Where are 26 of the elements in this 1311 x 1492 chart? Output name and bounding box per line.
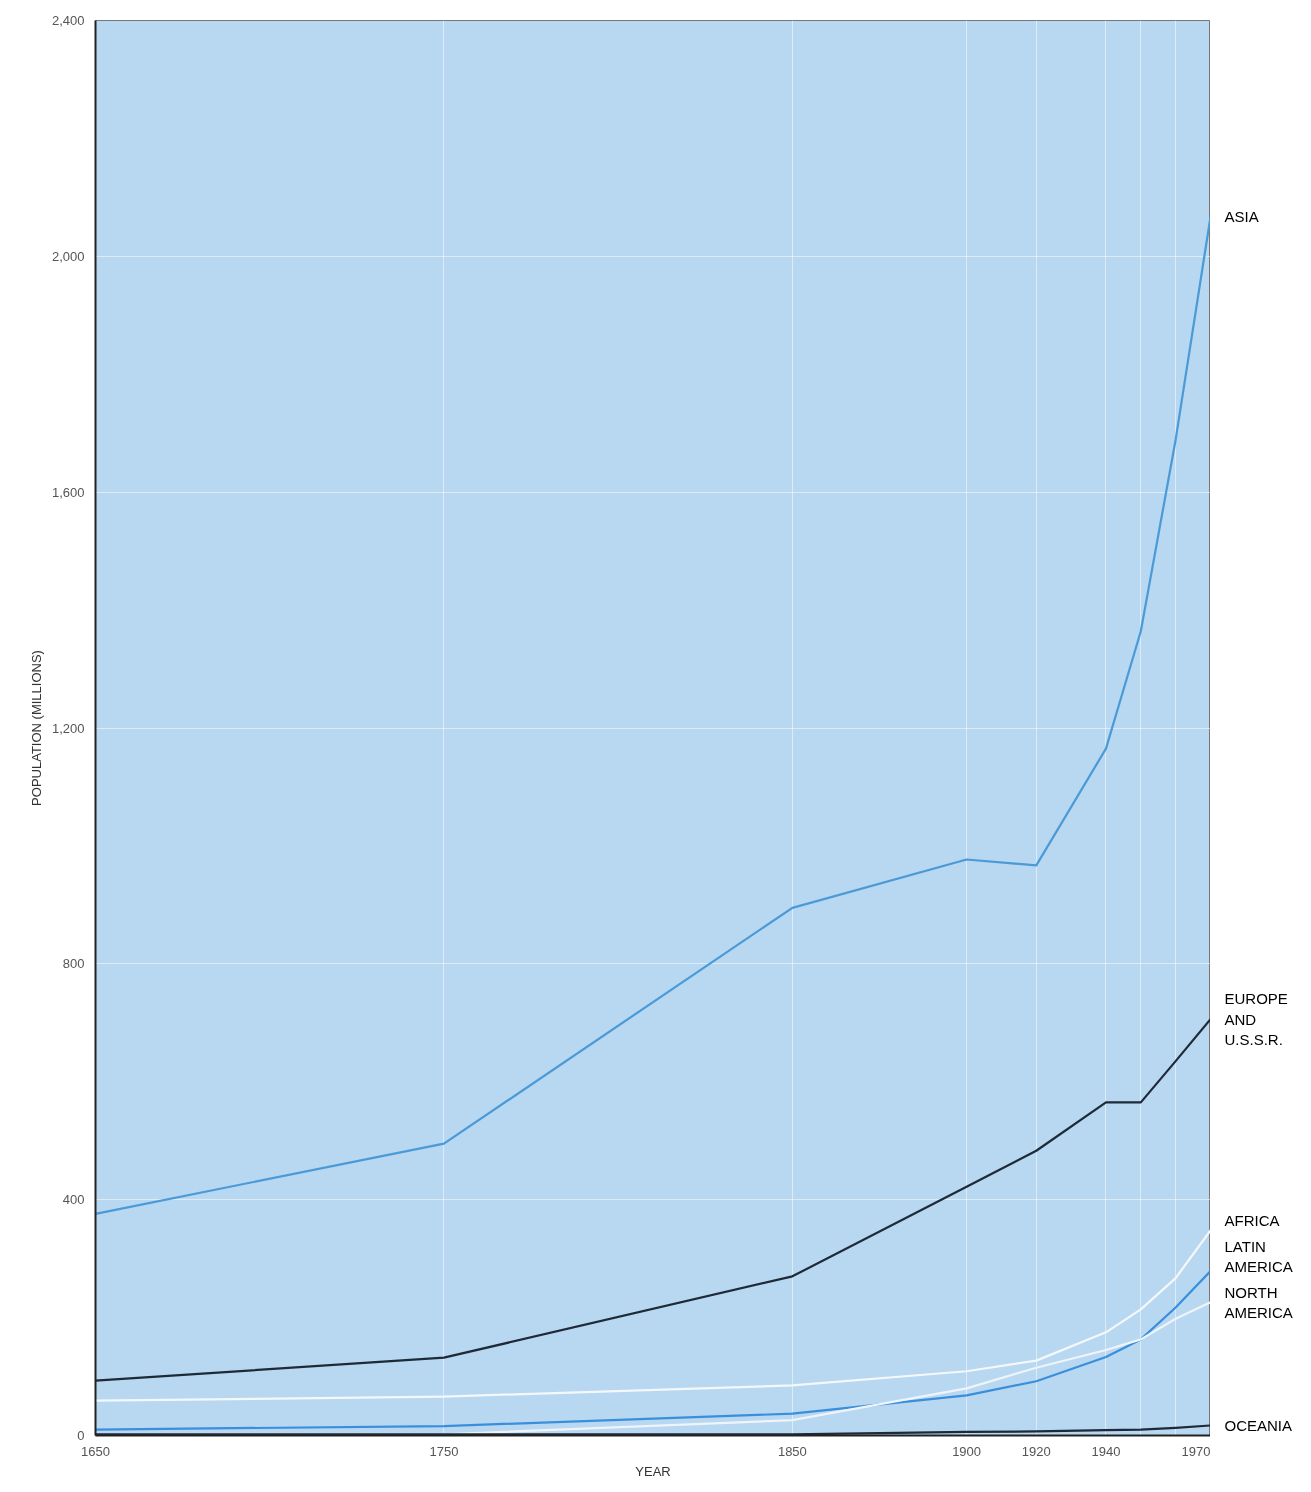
x-tick-label: 1940 — [1091, 1443, 1121, 1459]
series-label: OCEANIA — [1224, 1416, 1293, 1434]
line-series — [95, 1018, 1210, 1382]
y-tick-label: 2,000 — [51, 248, 85, 264]
x-axis-title: YEAR — [635, 1463, 671, 1479]
x-tick-label: 1750 — [429, 1443, 459, 1459]
series-label: LATIN AMERICA — [1224, 1237, 1293, 1275]
y-tick-label: 0 — [77, 1428, 85, 1443]
x-tick-label: 1920 — [1021, 1443, 1051, 1459]
line-series — [95, 1269, 1210, 1431]
series-label: ASIA — [1224, 208, 1259, 226]
y-tick-label: 1,200 — [51, 720, 85, 736]
x-tick-label: 1850 — [777, 1443, 807, 1459]
series-label: AFRICA — [1224, 1211, 1280, 1229]
y-tick-label: 1,600 — [51, 484, 85, 500]
x-tick-label: 1970 — [1181, 1443, 1211, 1459]
y-tick-label: 400 — [62, 1192, 85, 1208]
x-tick-label: 1650 — [81, 1443, 110, 1459]
y-tick-label: 2,400 — [51, 13, 85, 28]
x-tick-label: 1900 — [952, 1443, 982, 1459]
y-tick-label: 800 — [62, 956, 85, 972]
series-label: NORTH AMERICA — [1224, 1283, 1293, 1321]
line-series — [95, 215, 1210, 1215]
series-label: EUROPE AND U.S.S.R. — [1224, 990, 1288, 1049]
y-axis-title: POPULATION (MILLIONS) — [28, 650, 44, 806]
line-series — [95, 1229, 1210, 1402]
